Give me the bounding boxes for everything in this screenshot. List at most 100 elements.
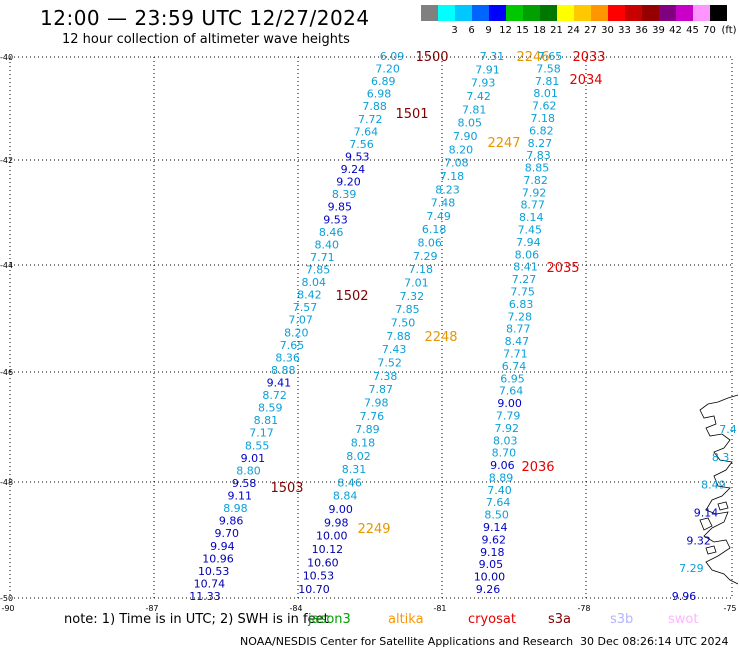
wave-height-label: 8.31 bbox=[342, 463, 367, 476]
wave-height-label: 10.12 bbox=[312, 543, 344, 556]
wave-height-label: 8.05 bbox=[458, 117, 483, 130]
wave-height-label: 7.58 bbox=[536, 62, 561, 75]
lat-label: -48 bbox=[0, 478, 13, 487]
wave-height-label: 7.71 bbox=[310, 251, 335, 264]
wave-height-label: 7.64 bbox=[354, 125, 379, 138]
map-frame bbox=[9, 56, 733, 599]
wave-height-label: 6.09 bbox=[380, 50, 405, 63]
wave-height-label: 9.32 bbox=[686, 534, 711, 547]
wave-height-label: 9.53 bbox=[345, 150, 370, 163]
scale-swatch bbox=[693, 5, 710, 21]
scale-unit: (ft) bbox=[721, 25, 737, 36]
wave-height-label: 7.52 bbox=[377, 356, 402, 369]
lat-label: -40 bbox=[0, 53, 13, 62]
wave-height-label: 6.98 bbox=[367, 88, 392, 101]
map-title: 12:00 — 23:59 UTC 12/27/2024 bbox=[40, 6, 370, 30]
lat-label: -44 bbox=[0, 261, 13, 270]
wave-height-label: 8.40 bbox=[315, 238, 340, 251]
wave-height-label: 7.29 bbox=[413, 250, 438, 263]
wave-height-label: 8.98 bbox=[223, 502, 248, 515]
wave-height-label: 7.98 bbox=[364, 396, 389, 409]
wave-height-label: 7.71 bbox=[503, 347, 528, 360]
scale-swatch bbox=[676, 5, 693, 21]
time-label: 2035 bbox=[546, 261, 579, 276]
scale-label: 27 bbox=[584, 25, 597, 36]
wave-height-label: 7.27 bbox=[512, 273, 537, 286]
wave-height-label: 8.50 bbox=[484, 509, 509, 522]
wave-height-label: 8.46 bbox=[337, 476, 362, 489]
wave-height-label: 7.88 bbox=[362, 100, 387, 113]
time-label: 2246 bbox=[516, 50, 549, 65]
scale-swatch bbox=[489, 5, 506, 21]
scale-swatch bbox=[710, 5, 727, 21]
wave-height-label: 8.70 bbox=[492, 447, 517, 460]
wave-height-label: 7.87 bbox=[369, 383, 394, 396]
wave-height-label: 8.41 bbox=[513, 261, 538, 274]
satellite-altika: altika bbox=[388, 612, 424, 627]
scale-swatch bbox=[557, 5, 574, 21]
wave-height-label: 7.64 bbox=[499, 385, 524, 398]
wave-height-label: 6.18 bbox=[422, 223, 447, 236]
lon-label: -75 bbox=[723, 604, 736, 613]
wave-height-label: 10.96 bbox=[202, 552, 234, 565]
wave-height-label: 7.18 bbox=[440, 170, 465, 183]
scale-label: 33 bbox=[618, 25, 631, 36]
wave-height-label: 7.79 bbox=[496, 409, 521, 422]
credit-text: NOAA/NESDIS Center for Satellite Applica… bbox=[240, 635, 574, 648]
wave-height-label: 7.48 bbox=[431, 197, 456, 210]
islands bbox=[699, 501, 729, 555]
scale-swatch bbox=[591, 5, 608, 21]
scale-label: 42 bbox=[669, 25, 682, 36]
scale-label: 12 bbox=[499, 25, 512, 36]
wave-height-label: 7.85 bbox=[306, 263, 331, 276]
wave-height-label: 7.91 bbox=[475, 63, 500, 76]
wave-height-label: 9.14 bbox=[483, 521, 508, 534]
scale-label: 15 bbox=[516, 25, 529, 36]
wave-height-label: 9.94 bbox=[210, 540, 235, 553]
wave-height-label: 9.05 bbox=[479, 558, 504, 571]
wave-height-label: 7.07 bbox=[288, 314, 313, 327]
time-label: 2247 bbox=[487, 136, 520, 151]
wave-height-label: 7.85 bbox=[395, 303, 420, 316]
lon-label: -78 bbox=[577, 604, 590, 613]
wave-height-label: 9.85 bbox=[328, 201, 353, 214]
wave-height-label: 8.18 bbox=[351, 436, 376, 449]
wave-height-label: 8.06 bbox=[417, 237, 442, 250]
scale-swatch bbox=[642, 5, 659, 21]
wave-height-label: 10.00 bbox=[316, 530, 348, 543]
wave-height-label: 6.83 bbox=[509, 298, 534, 311]
wave-height-label: 7.43 bbox=[382, 343, 407, 356]
wave-height-label: 7.64 bbox=[486, 496, 511, 509]
wave-height-label: 9.26 bbox=[476, 583, 501, 596]
wave-height-label: 7.81 bbox=[535, 75, 560, 88]
wave-height-label: 10.53 bbox=[303, 570, 335, 583]
wave-height-label: 7.81 bbox=[462, 103, 487, 116]
scale-swatch bbox=[438, 5, 455, 21]
scale-label: 30 bbox=[601, 25, 614, 36]
wave-height-label: 8.77 bbox=[520, 199, 545, 212]
scale-swatch bbox=[659, 5, 676, 21]
coastline bbox=[699, 394, 739, 585]
wave-height-label: 9.00 bbox=[328, 503, 353, 516]
wave-height-label: 8.27 bbox=[528, 137, 553, 150]
wave-height-label: 7.65 bbox=[538, 50, 563, 63]
lon-label: -87 bbox=[145, 604, 158, 613]
wave-height-label: 7.57 bbox=[293, 301, 318, 314]
wave-height-label: 7.88 bbox=[386, 330, 411, 343]
wave-height-label: 10.70 bbox=[298, 583, 330, 596]
wave-height-label: 9.58 bbox=[232, 477, 257, 490]
time-label: 1501 bbox=[395, 107, 428, 122]
wave-height-label: 6.82 bbox=[529, 124, 554, 137]
wave-height-label: 7.08 bbox=[444, 157, 469, 170]
wave-height-label: 6.95 bbox=[500, 372, 525, 385]
scale-label: 36 bbox=[635, 25, 648, 36]
wave-height-label: 8.47 bbox=[505, 335, 530, 348]
wave-height-label: 7.01 bbox=[404, 277, 429, 290]
satellite-swot: swot bbox=[668, 612, 699, 627]
wave-height-label: 8.3 bbox=[712, 451, 730, 464]
wave-height-label: 9.00 bbox=[497, 397, 522, 410]
satellite-jason3: jason3 bbox=[308, 612, 351, 627]
wave-height-label: 8.14 bbox=[519, 211, 544, 224]
wave-height-label: 7.72 bbox=[358, 113, 383, 126]
